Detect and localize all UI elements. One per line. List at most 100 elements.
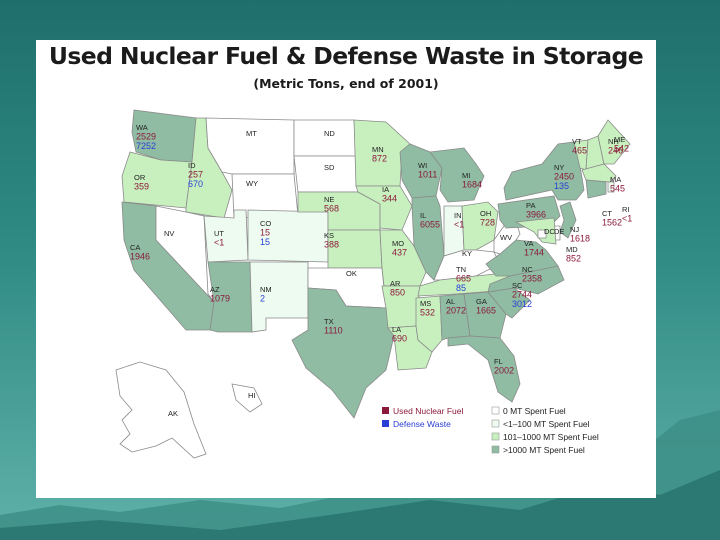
state-abbr-tn: TN [456, 265, 466, 274]
state-sd [293, 155, 359, 193]
fuel-value-co: 15 [260, 228, 270, 238]
state-nm [249, 261, 309, 333]
fuel-value-pa: 3966 [526, 210, 546, 220]
state-abbr-ks: KS [324, 231, 334, 240]
fuel-value-or: 359 [134, 182, 149, 192]
fuel-value-tn: 665 [456, 274, 471, 284]
state-abbr-sc: SC [512, 281, 523, 290]
state-nc [487, 265, 565, 295]
defense-value-ny: 135 [554, 181, 569, 191]
state-tx [291, 287, 395, 419]
state-abbr-ny: NY [554, 163, 564, 172]
state-mt [205, 117, 295, 175]
state-abbr-ct: CT [602, 209, 612, 218]
fuel-value-ks: 388 [324, 240, 339, 250]
fuel-value-ia: 344 [382, 194, 397, 204]
state-abbr-nv: NV [164, 229, 174, 238]
state-ma [581, 163, 617, 183]
fuel-value-wa: 2529 [136, 132, 156, 142]
state-abbr-nc: NC [522, 265, 533, 274]
state-abbr-ms: MS [420, 299, 431, 308]
state-abbr-mi: MI [462, 171, 470, 180]
fuel-value-sc: 2744 [512, 290, 532, 300]
defense-value-nm: 2 [260, 294, 265, 304]
legend-tier-label: <1–100 MT Spent Fuel [503, 419, 590, 429]
mountain-silhouette-front [0, 470, 720, 540]
fuel-value-al: 2072 [446, 306, 466, 316]
defense-value-tn: 85 [456, 283, 466, 293]
state-abbr-wa: WA [136, 123, 148, 132]
state-abbr-co: CO [260, 219, 271, 228]
fuel-value-va: 1744 [524, 248, 544, 258]
state-abbr-al: AL [446, 297, 455, 306]
fuel-value-ms: 532 [420, 308, 435, 318]
state-nv [155, 205, 215, 303]
map-subtitle: (Metric Tons, end of 2001) [253, 76, 439, 91]
fuel-value-mn: 872 [372, 154, 387, 164]
state-abbr-md: MD [566, 245, 578, 254]
state-ri [607, 181, 615, 193]
state-wi [399, 143, 443, 199]
fuel-value-id: 257 [188, 170, 203, 180]
fuel-value-ut: <1 [214, 238, 224, 248]
state-shapes [115, 109, 631, 459]
defense-value-wa: 7252 [136, 141, 156, 151]
state-abbr-nd: ND [324, 129, 335, 138]
legend-tier-label: 0 MT Spent Fuel [503, 406, 566, 416]
state-ut [203, 209, 249, 263]
state-mo [379, 229, 427, 287]
fuel-value-la: 690 [392, 334, 407, 344]
defense-value-co: 15 [260, 237, 270, 247]
state-abbr-hi: HI [248, 391, 256, 400]
state-ny [503, 141, 585, 201]
legend-tier-label: 101–1000 MT Spent Fuel [503, 432, 599, 442]
legend-tier-swatch [491, 432, 500, 441]
fuel-value-in: <1 [454, 220, 464, 230]
state-abbr-mn: MN [372, 145, 384, 154]
state-abbr-az: AZ [210, 285, 220, 294]
fuel-value-ca: 1946 [130, 252, 150, 262]
legend-tier-swatch [491, 445, 500, 454]
fuel-value-ga: 1665 [476, 306, 496, 316]
state-abbr-oh: OH [480, 209, 491, 218]
legend-used-fuel-swatch [382, 407, 389, 414]
fuel-value-me: 542 [614, 144, 629, 154]
legend-used-fuel-label: Used Nuclear Fuel [393, 406, 464, 416]
fuel-value-ar: 850 [390, 288, 405, 298]
state-ia [355, 185, 413, 231]
defense-value-id: 670 [188, 179, 203, 189]
state-abbr-pa: PA [526, 201, 535, 210]
state-abbr-in: IN [454, 211, 462, 220]
state-hi [231, 383, 263, 413]
legend-tier-label: >1000 MT Spent Fuel [503, 445, 585, 455]
fuel-value-nj: 1618 [570, 234, 590, 244]
map-title: Used Nuclear Fuel & Defense Waste in Sto… [48, 42, 644, 70]
legend-defense-waste-label: Defense Waste [393, 419, 451, 429]
state-abbr-de: DE [554, 227, 564, 236]
state-ga [463, 291, 507, 339]
state-abbr-mo: MO [392, 239, 404, 248]
state-abbr-fl: FL [494, 357, 503, 366]
state-abbr-nh: NH [608, 137, 619, 146]
state-dc [537, 229, 547, 239]
state-abbr-tx: TX [324, 317, 334, 326]
fuel-value-tx: 1110 [324, 326, 343, 336]
fuel-value-nc: 2358 [522, 274, 542, 284]
defense-value-sc: 3012 [512, 299, 532, 309]
state-abbr-ne: NE [324, 195, 334, 204]
fuel-value-az: 1079 [210, 294, 230, 304]
fuel-value-ma: 545 [610, 184, 625, 194]
fuel-value-ct: 1562 [602, 218, 622, 228]
state-abbr-wi: WI [418, 161, 427, 170]
state-abbr-ut: UT [214, 229, 224, 238]
state-abbr-or: OR [134, 173, 146, 182]
state-abbr-wv: WV [500, 233, 512, 242]
state-abbr-me: ME [614, 135, 625, 144]
state-ak [115, 361, 207, 459]
state-abbr-ar: AR [390, 279, 401, 288]
fuel-value-mi: 1684 [462, 180, 482, 190]
state-abbr-la: LA [392, 325, 401, 334]
state-abbr-ok: OK [346, 269, 357, 278]
state-nd [293, 119, 357, 157]
